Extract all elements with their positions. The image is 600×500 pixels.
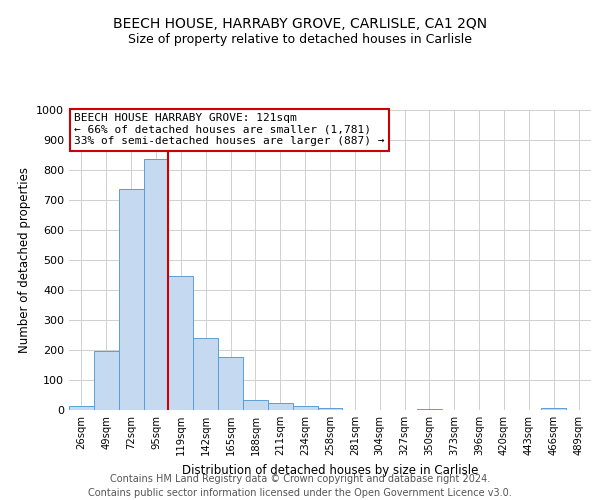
- Bar: [268, 402, 293, 410]
- Bar: [243, 400, 268, 410]
- Y-axis label: Number of detached properties: Number of detached properties: [17, 167, 31, 353]
- Bar: [541, 408, 566, 410]
- Text: Size of property relative to detached houses in Carlisle: Size of property relative to detached ho…: [128, 32, 472, 46]
- Bar: [193, 338, 218, 410]
- X-axis label: Distribution of detached houses by size in Carlisle: Distribution of detached houses by size …: [182, 464, 478, 476]
- Bar: [143, 159, 169, 410]
- Bar: [417, 409, 442, 410]
- Bar: [293, 406, 317, 410]
- Text: BEECH HOUSE HARRABY GROVE: 121sqm
← 66% of detached houses are smaller (1,781)
3: BEECH HOUSE HARRABY GROVE: 121sqm ← 66% …: [74, 113, 385, 146]
- Bar: [69, 406, 94, 410]
- Bar: [317, 408, 343, 410]
- Bar: [218, 356, 243, 410]
- Bar: [94, 351, 119, 410]
- Text: BEECH HOUSE, HARRABY GROVE, CARLISLE, CA1 2QN: BEECH HOUSE, HARRABY GROVE, CARLISLE, CA…: [113, 18, 487, 32]
- Bar: [169, 276, 193, 410]
- Text: Contains HM Land Registry data © Crown copyright and database right 2024.
Contai: Contains HM Land Registry data © Crown c…: [88, 474, 512, 498]
- Bar: [119, 188, 143, 410]
